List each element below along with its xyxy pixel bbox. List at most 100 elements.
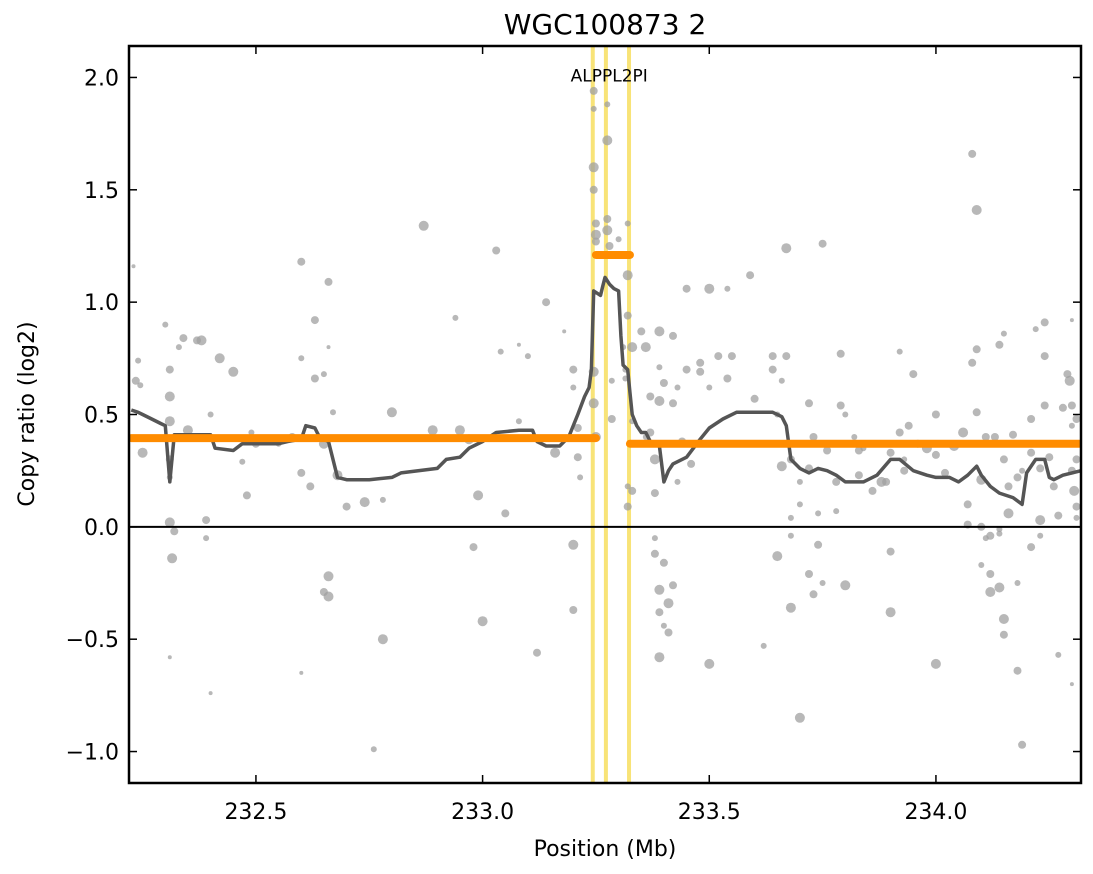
data-point <box>242 491 251 500</box>
data-point <box>137 382 144 389</box>
data-point <box>796 501 803 508</box>
data-point <box>654 326 665 337</box>
data-point <box>958 427 969 438</box>
data-point <box>182 425 193 436</box>
data-point <box>971 205 982 215</box>
data-point <box>968 149 977 158</box>
data-point <box>1045 453 1054 462</box>
data-point <box>207 411 214 418</box>
data-point <box>785 602 796 613</box>
data-point <box>1058 403 1067 412</box>
data-point <box>696 358 705 367</box>
data-point <box>776 461 787 472</box>
data-point <box>768 365 777 374</box>
data-point <box>650 489 659 498</box>
data-point <box>746 271 755 280</box>
data-point <box>978 562 985 568</box>
data-point <box>809 590 818 599</box>
data-point <box>497 348 504 355</box>
data-point <box>760 642 767 649</box>
data-point <box>418 220 429 231</box>
data-point <box>1069 682 1074 687</box>
data-point <box>323 571 334 582</box>
data-point <box>781 243 792 254</box>
data-point <box>646 392 655 401</box>
data-point <box>570 384 577 391</box>
data-point <box>533 648 541 657</box>
data-point <box>604 101 611 108</box>
data-point <box>628 486 637 495</box>
data-point <box>319 588 328 596</box>
data-point <box>568 539 579 550</box>
data-point <box>131 264 136 269</box>
data-point <box>805 399 813 408</box>
data-point <box>310 316 319 325</box>
data-point <box>714 352 723 361</box>
data-point <box>886 547 895 556</box>
data-point <box>637 327 646 336</box>
data-point <box>588 398 599 409</box>
data-point <box>623 311 632 320</box>
data-point <box>840 580 851 591</box>
data-point <box>654 396 665 406</box>
data-point <box>162 321 169 328</box>
y-tick-label: 2.0 <box>84 66 119 91</box>
data-point <box>1019 467 1026 474</box>
data-point <box>1035 515 1046 526</box>
data-point <box>297 468 306 477</box>
data-point <box>996 530 1003 537</box>
data-point <box>1013 473 1022 482</box>
data-point <box>1013 666 1022 675</box>
data-point <box>624 220 631 227</box>
data-point <box>750 394 759 403</box>
data-point <box>704 658 715 669</box>
data-point <box>882 477 891 486</box>
data-point <box>669 331 677 340</box>
data-point <box>999 455 1008 464</box>
data-point <box>1032 326 1039 333</box>
data-point <box>1064 375 1075 386</box>
data-point <box>842 411 849 418</box>
data-point <box>569 365 578 374</box>
data-point <box>310 374 319 383</box>
data-point <box>782 352 791 361</box>
data-point <box>985 587 996 597</box>
data-point <box>931 410 940 419</box>
data-point <box>796 478 803 485</box>
data-point <box>1040 401 1049 410</box>
data-point <box>787 532 794 539</box>
data-point <box>297 257 306 266</box>
data-point <box>299 670 304 675</box>
data-point <box>941 468 949 477</box>
data-point <box>306 482 315 491</box>
data-point <box>623 502 632 511</box>
data-point <box>1036 464 1045 473</box>
data-point <box>930 658 941 669</box>
data-point <box>687 459 696 468</box>
data-point <box>590 105 597 112</box>
data-point <box>986 570 995 578</box>
data-point <box>359 497 370 508</box>
data-point <box>589 185 598 194</box>
data-point <box>655 608 664 617</box>
x-tick-label: 234.0 <box>904 800 967 825</box>
gene-bands <box>590 46 632 783</box>
data-point <box>669 581 677 590</box>
data-point <box>823 446 832 455</box>
data-point <box>1027 543 1036 552</box>
data-point <box>569 606 578 614</box>
data-point <box>477 616 488 627</box>
data-point <box>659 379 668 387</box>
data-point <box>330 409 336 416</box>
data-point <box>896 348 903 355</box>
data-point <box>248 429 255 436</box>
data-point <box>931 450 940 459</box>
data-point <box>885 607 896 618</box>
x-axis-label: Position (Mb) <box>534 837 677 862</box>
data-point <box>814 540 823 549</box>
data-point <box>682 365 691 374</box>
data-point <box>900 466 909 475</box>
data-point <box>1049 482 1058 491</box>
data-point <box>627 342 638 353</box>
data-point <box>492 246 501 255</box>
